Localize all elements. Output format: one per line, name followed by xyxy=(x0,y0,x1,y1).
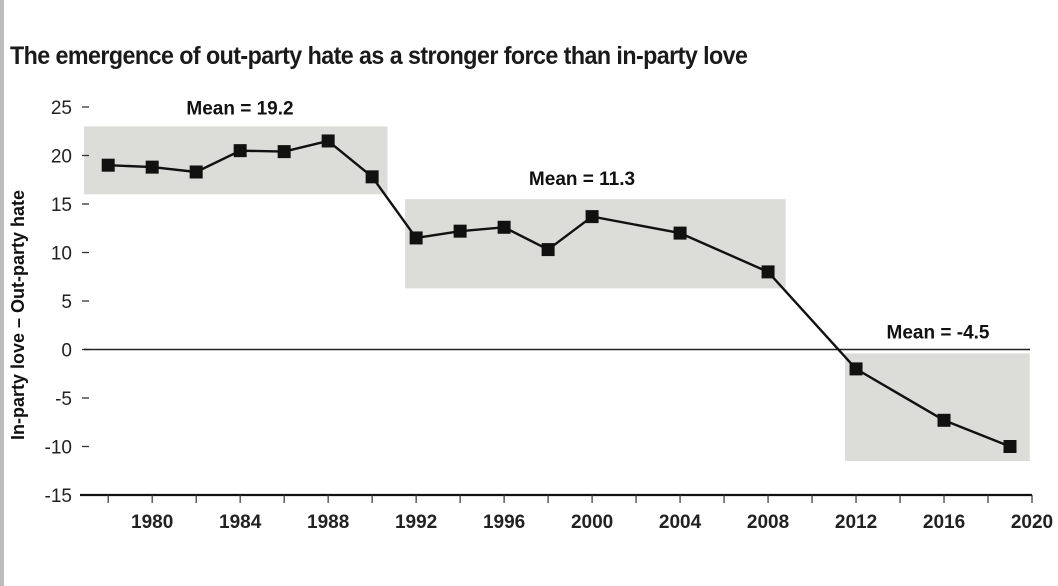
y-tick-label: 5 xyxy=(61,292,72,313)
mean-bands xyxy=(84,126,1030,462)
data-point xyxy=(189,165,203,179)
x-tick-label: 1988 xyxy=(307,512,349,533)
data-point xyxy=(673,226,687,240)
series-layer xyxy=(101,134,1017,453)
y-tick-label: 10 xyxy=(51,244,72,265)
x-tick-label: 2020 xyxy=(1011,512,1053,533)
y-tick-label: -10 xyxy=(45,438,72,459)
left-edge-rule xyxy=(0,0,4,586)
axes: 25 20 15 10 5 0 -5 -10 -15 1980 1984 1988 1992 1996 20… xyxy=(8,98,1053,533)
x-tick-label: 2000 xyxy=(571,512,613,533)
data-point xyxy=(937,413,951,427)
x-tick-label: 1996 xyxy=(483,512,525,533)
data-point xyxy=(101,158,115,172)
data-point xyxy=(409,231,423,245)
y-tick-label: 0 xyxy=(61,341,72,362)
x-tick-label: 2016 xyxy=(923,512,965,533)
x-tick-label: 2004 xyxy=(659,512,702,533)
data-point xyxy=(365,170,379,184)
data-point xyxy=(541,243,555,257)
data-point xyxy=(497,220,511,234)
y-tick-label: 20 xyxy=(51,147,72,168)
chart-title: The emergence of out-party hate as a str… xyxy=(10,42,748,70)
data-point xyxy=(233,144,247,158)
mean-label: Mean = 11.3 xyxy=(529,169,635,190)
data-point xyxy=(277,145,291,159)
data-point xyxy=(585,210,599,224)
mean-band xyxy=(84,126,388,195)
x-tick-label: 1992 xyxy=(395,512,437,533)
mean-label: Mean = 19.2 xyxy=(186,98,293,119)
mean-label: Mean = -4.5 xyxy=(887,322,990,343)
data-point xyxy=(145,160,159,174)
labels-layer: Mean = 19.2 Mean = 11.3 Mean = -4.5 xyxy=(186,98,990,343)
y-tick-label: 15 xyxy=(51,195,72,216)
y-tick-label: 25 xyxy=(51,98,72,119)
data-point xyxy=(849,362,863,376)
x-tick-label: 1980 xyxy=(131,512,173,533)
x-tick-label: 1984 xyxy=(219,512,262,533)
x-tick-label: 2012 xyxy=(835,512,877,533)
data-point xyxy=(761,265,775,279)
data-point xyxy=(1003,440,1017,453)
mean-band xyxy=(845,353,1030,462)
y-axis-label: In-party love – Out-party hate xyxy=(8,190,28,440)
y-tick-label: -5 xyxy=(55,389,72,410)
data-point xyxy=(321,134,335,148)
y-tick-label: -15 xyxy=(45,486,72,507)
data-point xyxy=(453,224,467,238)
x-tick-label: 2008 xyxy=(747,512,789,533)
